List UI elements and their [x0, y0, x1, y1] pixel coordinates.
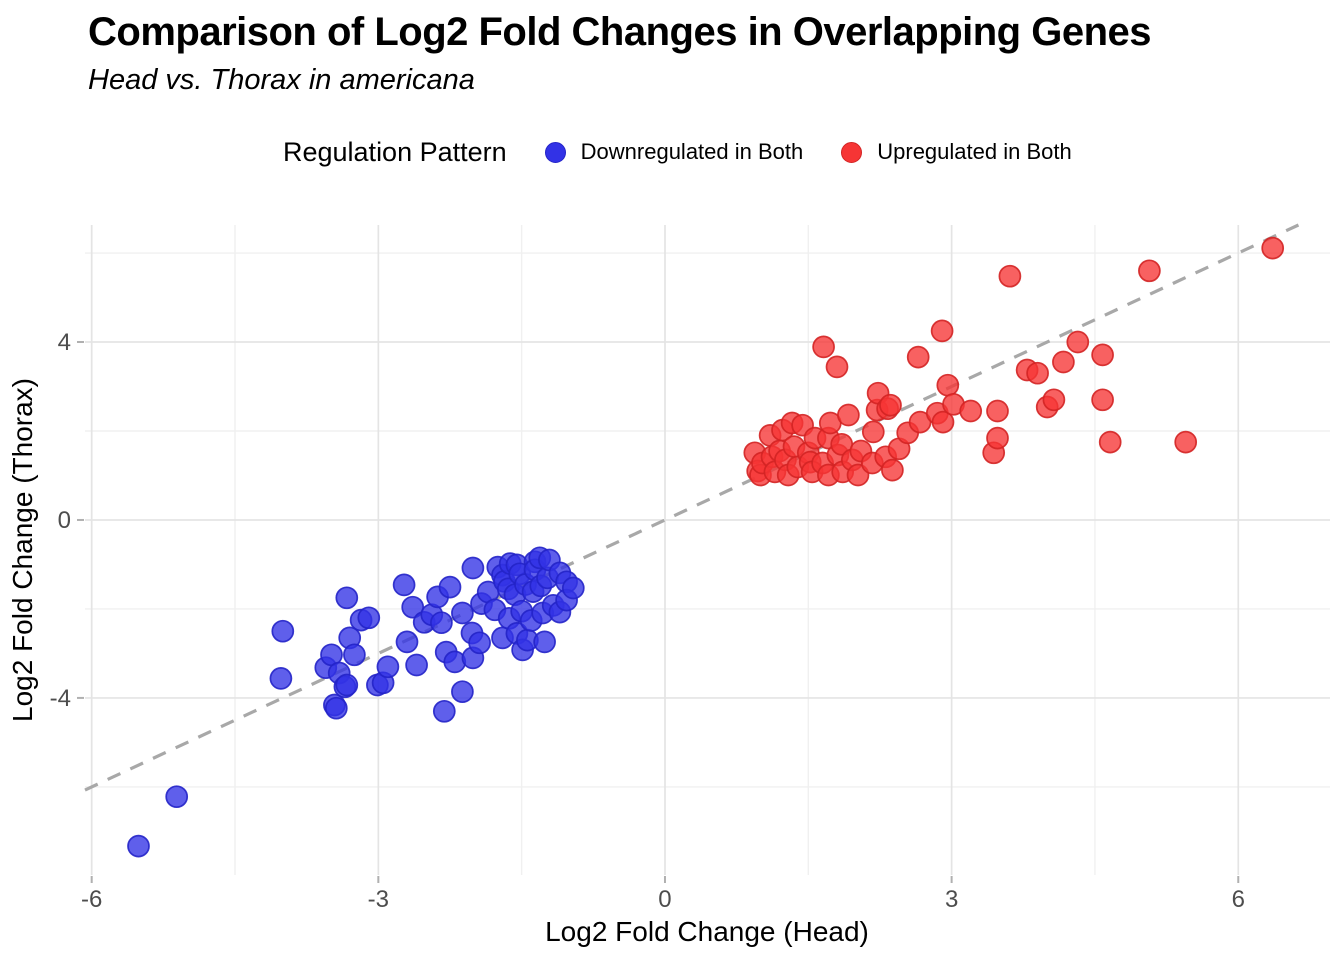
data-point: [430, 611, 453, 635]
legend: Regulation Pattern Downregulated in Both…: [283, 131, 1072, 173]
data-point: [561, 576, 585, 600]
x-tick-label: 0: [658, 886, 671, 913]
legend-item-upregulated: Upregulated in Both: [841, 139, 1072, 165]
data-point: [324, 696, 348, 720]
data-point: [931, 410, 955, 434]
data-point: [906, 345, 930, 369]
legend-item-downregulated: Downregulated in Both: [544, 139, 804, 165]
data-point: [1091, 388, 1114, 412]
legend-title: Regulation Pattern: [283, 136, 507, 167]
y-tick-label: 0: [58, 507, 71, 534]
data-point: [930, 319, 954, 343]
y-tick-label: -4: [50, 685, 71, 712]
data-point: [335, 673, 359, 697]
legend-item-label: Upregulated in Both: [877, 139, 1072, 164]
x-tick-label: -3: [368, 886, 389, 913]
x-tick-label: 3: [945, 886, 958, 913]
red-dot-icon: [841, 141, 863, 163]
x-tick-label: 6: [1232, 886, 1245, 913]
data-point: [405, 653, 428, 677]
data-point: [401, 595, 425, 619]
data-point: [461, 556, 485, 580]
data-point: [343, 643, 366, 667]
data-point: [879, 393, 902, 417]
data-point: [1091, 343, 1114, 367]
legend-item-label: Downregulated in Both: [580, 139, 804, 164]
data-point: [451, 601, 474, 625]
data-point: [392, 573, 416, 597]
data-point: [936, 373, 960, 397]
identity-line: [84, 223, 1300, 792]
data-point: [881, 458, 904, 482]
data-point: [825, 355, 849, 379]
data-point: [959, 399, 983, 423]
blue-dot-icon: [544, 141, 566, 163]
page-title: Comparison of Log2 Fold Changes in Overl…: [88, 10, 1152, 54]
data-point: [1042, 388, 1066, 412]
data-point: [357, 606, 381, 630]
data-point: [1261, 236, 1285, 260]
y-axis-title: Log2 Fold Change (Thorax): [7, 378, 38, 722]
data-point: [998, 264, 1022, 288]
data-point: [432, 699, 456, 723]
x-tick-label: -6: [81, 886, 102, 913]
data-point: [1052, 350, 1075, 374]
data-point: [533, 630, 556, 654]
page-subtitle: Head vs. Thorax in americana: [88, 64, 475, 96]
data-point: [837, 403, 860, 427]
data-point: [1138, 259, 1161, 283]
data-point: [861, 420, 885, 444]
data-point: [986, 426, 1009, 450]
data-point: [451, 680, 474, 704]
data-point: [468, 631, 491, 655]
data-point: [1098, 430, 1122, 454]
data-point: [1066, 330, 1090, 354]
data-point: [438, 575, 462, 599]
data-point: [127, 834, 150, 858]
data-point: [395, 630, 419, 654]
data-point: [1026, 361, 1049, 385]
data-point: [1174, 430, 1198, 454]
x-axis-title: Log2 Fold Change (Head): [545, 916, 869, 947]
data-point: [986, 399, 1009, 423]
data-point: [269, 667, 293, 690]
data-point: [271, 619, 295, 643]
data-point: [165, 785, 189, 809]
y-tick-label: 4: [58, 329, 71, 356]
data-point: [376, 655, 400, 679]
data-point: [335, 586, 359, 610]
data-point: [812, 335, 835, 359]
